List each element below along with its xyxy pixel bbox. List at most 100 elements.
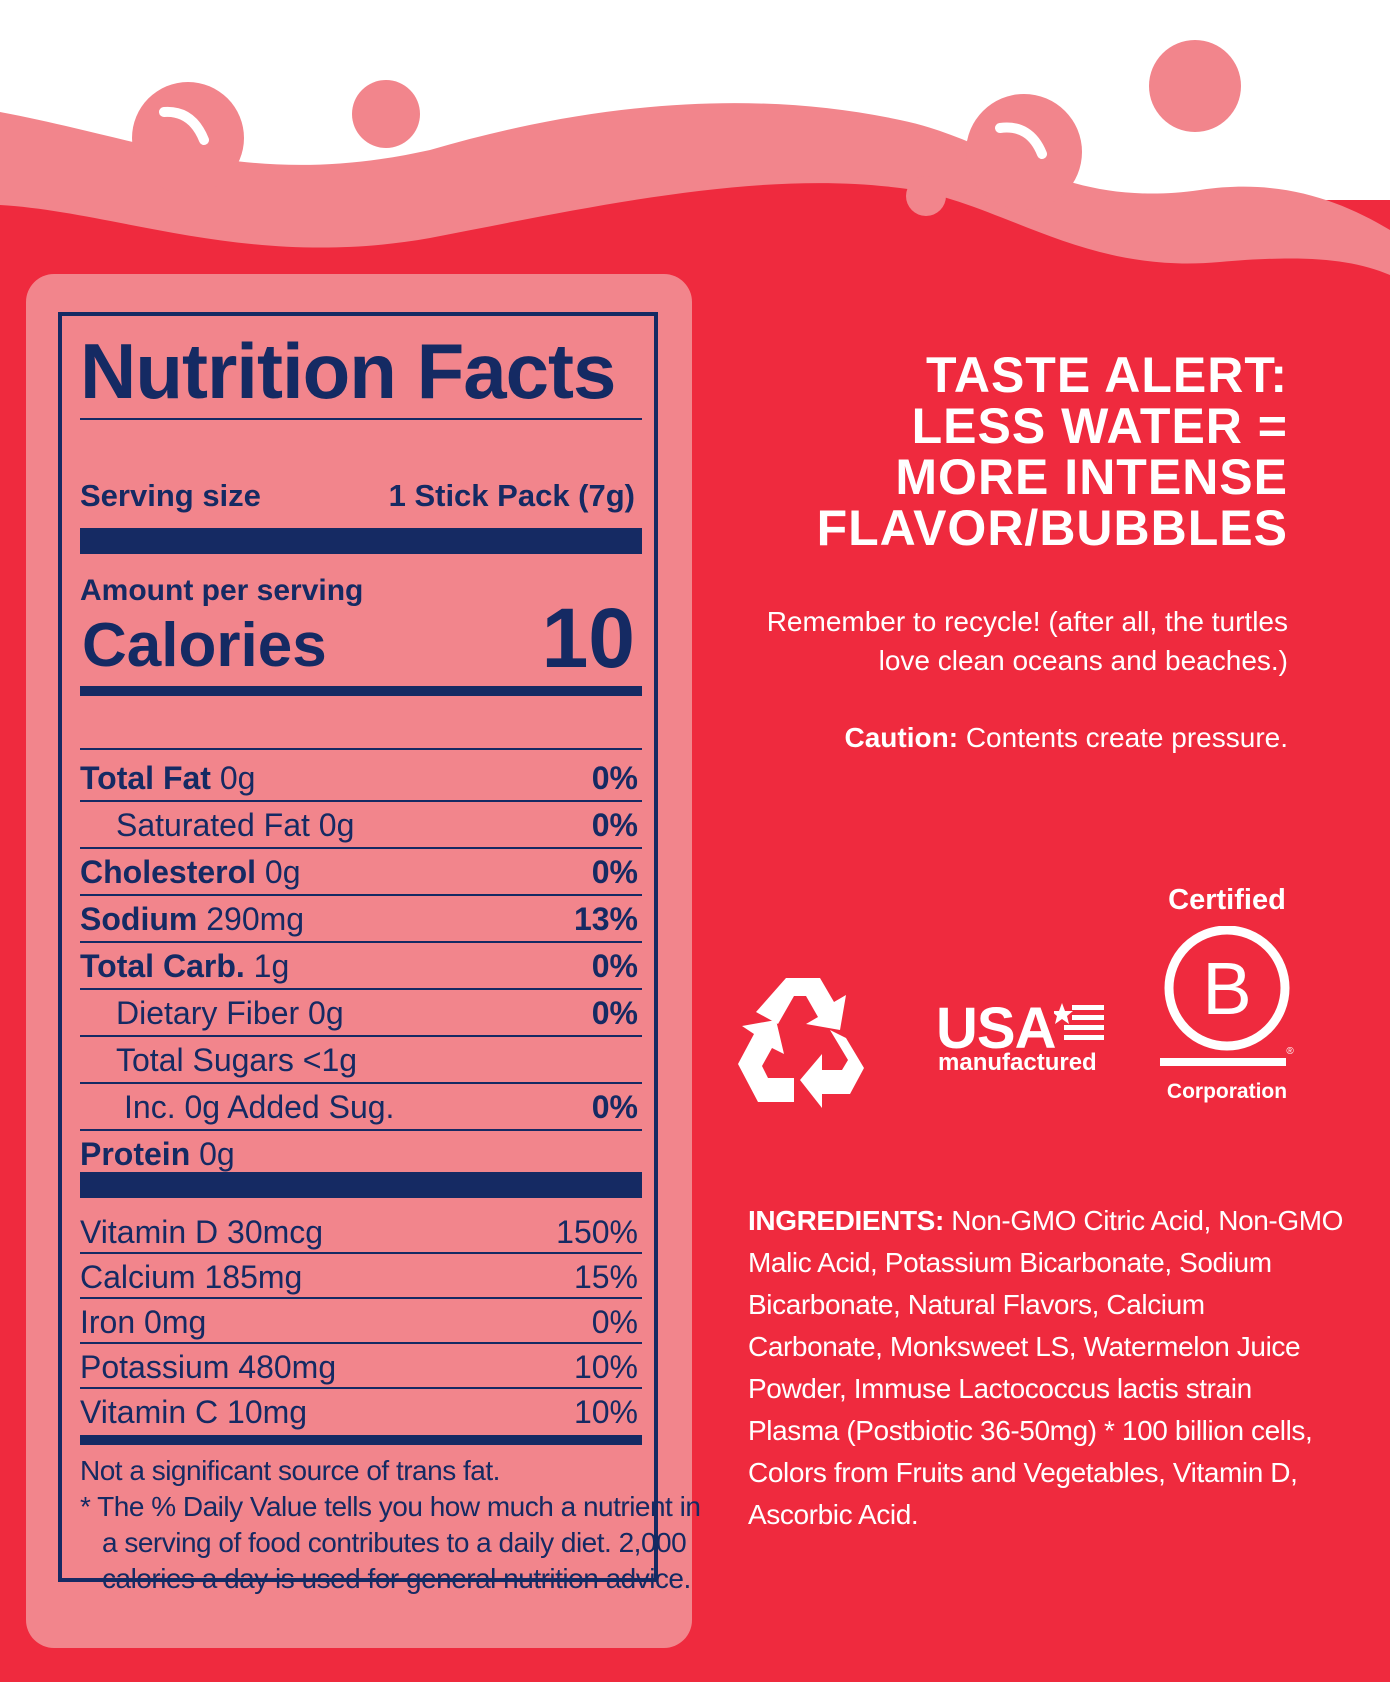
- vitamin-dv: 0%: [591, 1304, 638, 1340]
- b-corp-logo-icon: B ®: [1160, 926, 1294, 1066]
- caution-text: Contents create pressure.: [958, 722, 1288, 753]
- certified-b-corporation-badge: Certified B ® Corporation: [1160, 884, 1294, 1109]
- nutrient-name: Protein: [80, 1136, 191, 1172]
- calories-label: Calories: [82, 611, 327, 680]
- bcorp-certified-text: Certified: [1168, 884, 1286, 916]
- nutrient-row: Total Fat 0g 0%: [80, 752, 642, 798]
- vitamin-row: Calcium 185mg 15%: [80, 1251, 642, 1296]
- footnote-line: calories a day is used for general nutri…: [102, 1563, 691, 1594]
- caution-label: Caution:: [844, 722, 959, 753]
- ingredients-line: Carbonate, Monksweet LS, Watermelon Juic…: [748, 1331, 1301, 1362]
- vitamin-name: Vitamin D 30mcg: [80, 1214, 324, 1250]
- vitamin-row: Iron 0mg 0%: [80, 1296, 642, 1341]
- ingredients-line: Plasma (Postbiotic 36-50mg) * 100 billio…: [748, 1415, 1313, 1446]
- nutrient-dv: 0%: [591, 807, 638, 843]
- footnote-line: Not a significant source of trans fat.: [80, 1455, 500, 1486]
- vitamin-dv: 10%: [573, 1349, 638, 1385]
- rule: [80, 1387, 642, 1389]
- ingredients-line: Bicarbonate, Natural Flavors, Calcium: [748, 1289, 1205, 1320]
- nutrient-dv: 13%: [573, 901, 638, 937]
- nutrient-name: Total Sugars <1g: [116, 1042, 358, 1078]
- ingredients-line: Powder, Immuse Lactococcus lactis strain: [748, 1373, 1252, 1404]
- ingredients-line: Colors from Fruits and Vegetables, Vitam…: [748, 1457, 1298, 1488]
- rule: [80, 847, 642, 849]
- recycle-icon: [738, 978, 864, 1108]
- recycle-note: Remember to recycle! (after all, the tur…: [588, 602, 1288, 680]
- taste-alert-line: TASTE ALERT:: [926, 347, 1288, 403]
- vitamin-name: Iron 0mg: [80, 1304, 207, 1340]
- recycle-note-line: Remember to recycle! (after all, the tur…: [766, 606, 1288, 637]
- vitamin-name: Vitamin C 10mg: [80, 1394, 308, 1430]
- nutrient-row: Inc. 0g Added Sug. 0%: [80, 1081, 642, 1127]
- footnote-line: * The % Daily Value tells you how much a…: [80, 1491, 701, 1522]
- rule: [80, 894, 642, 896]
- nutrient-name: Total Carb.: [80, 948, 245, 984]
- serving-size-label: Serving size: [80, 478, 261, 513]
- rule: [80, 1082, 642, 1084]
- nutrient-amount: 290mg: [206, 901, 305, 937]
- rule: [80, 418, 642, 420]
- nutrient-row: Saturated Fat 0g 0%: [80, 799, 642, 845]
- amount-per-serving: Amount per serving: [80, 574, 364, 607]
- rule: [80, 1129, 642, 1131]
- nutrient-amount: 0g: [199, 1136, 235, 1172]
- nutrient-amount: 0g: [264, 854, 301, 890]
- vitamin-row: Potassium 480mg 10%: [80, 1341, 642, 1386]
- usa-text: USA: [936, 996, 1056, 1061]
- taste-alert-line: MORE INTENSE: [895, 449, 1288, 505]
- nutrient-dv: 0%: [591, 995, 638, 1031]
- bcorp-corporation-text: Corporation: [1166, 1080, 1288, 1103]
- nutrient-row: Protein 0g: [80, 1128, 642, 1174]
- usa-manufactured-badge: USA manufactured: [936, 995, 1106, 1076]
- taste-alert-line: LESS WATER =: [911, 398, 1288, 454]
- nutrient-amount: 1g: [253, 948, 290, 984]
- rule: [80, 941, 642, 943]
- ingredients-line: Malic Acid, Potassium Bicarbonate, Sodiu…: [748, 1247, 1272, 1278]
- nutrient-row: Total Carb. 1g 0%: [80, 940, 642, 986]
- nutrition-frame: [58, 312, 658, 1582]
- nutrition-footnote: Not a significant source of trans fat. *…: [80, 1453, 701, 1597]
- rule: [80, 988, 642, 990]
- rule: [80, 748, 642, 750]
- ingredients-line: Ascorbic Acid.: [748, 1499, 919, 1530]
- vitamin-dv: 10%: [573, 1394, 638, 1430]
- nutrient-row: Dietary Fiber 0g 0%: [80, 987, 642, 1033]
- vitamin-row: Vitamin C 10mg 10%: [80, 1386, 642, 1431]
- wave-with-bubbles: [0, 40, 1390, 280]
- medium-rule: [80, 686, 642, 696]
- thick-rule: [80, 528, 642, 554]
- bcorp-letter: B: [1202, 947, 1251, 1030]
- nutrient-dv: 0%: [591, 760, 638, 796]
- thick-rule: [80, 1172, 642, 1198]
- nutrition-card: [26, 274, 692, 1648]
- usa-subtitle: manufactured: [938, 1049, 1097, 1076]
- rule: [80, 1035, 642, 1037]
- nutrient-row: Sodium 290mg 13%: [80, 893, 642, 939]
- flag-stripes-icon: [1054, 1003, 1104, 1040]
- vitamin-name: Potassium 480mg: [80, 1349, 337, 1385]
- nutrient-dv: 0%: [591, 854, 638, 890]
- caution-note: Caution: Contents create pressure.: [845, 722, 1288, 754]
- rule: [80, 1342, 642, 1344]
- ingredients-label: INGREDIENTS:: [748, 1205, 944, 1236]
- recycle-note-line: love clean oceans and beaches.): [878, 645, 1288, 676]
- medium-rule: [80, 1435, 642, 1445]
- calories-value: 10: [541, 591, 635, 685]
- vitamin-dv: 15%: [573, 1259, 638, 1295]
- bcorp-registered: ®: [1286, 1046, 1294, 1057]
- footnote-line: a serving of food contributes to a daily…: [102, 1527, 687, 1558]
- nutrition-title: Nutrition Facts: [80, 327, 616, 415]
- rule: [80, 800, 642, 802]
- nutrient-row: Cholesterol 0g 0%: [80, 846, 642, 892]
- taste-alert-line: FLAVOR/BUBBLES: [816, 500, 1288, 556]
- nutrient-name: Cholesterol: [80, 854, 257, 890]
- nutrient-name: Sodium: [80, 901, 198, 937]
- nutrient-name: Total Fat: [80, 760, 211, 796]
- taste-alert-heading: TASTE ALERT: LESS WATER = MORE INTENSE F…: [588, 350, 1288, 554]
- rule: [80, 1252, 642, 1254]
- serving-size-value: 1 Stick Pack (7g): [388, 478, 635, 513]
- rule: [80, 1297, 642, 1299]
- nutrient-amount: 0g: [219, 760, 256, 796]
- nutrient-dv: 0%: [591, 1089, 638, 1125]
- vitamin-name: Calcium 185mg: [80, 1259, 303, 1295]
